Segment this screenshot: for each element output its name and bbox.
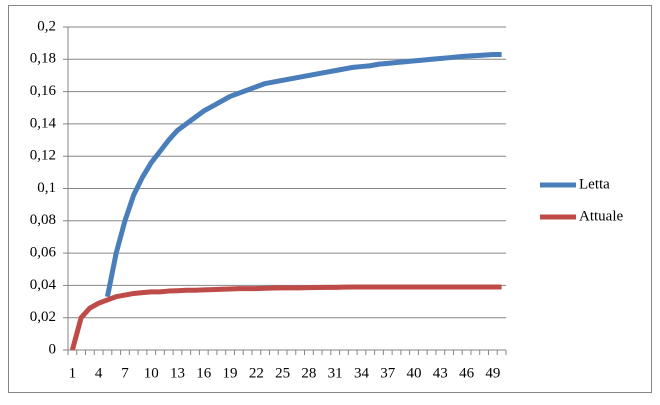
y-tick-label: 0,1 [37, 180, 56, 196]
x-tick-label: 43 [433, 365, 448, 381]
chart-border [8, 5, 652, 393]
y-tick-label: 0,14 [30, 115, 57, 131]
x-tick-label: 13 [170, 365, 185, 381]
y-tick-label: 0,18 [30, 51, 56, 67]
line-series [104, 51, 502, 298]
x-tick-label: 1 [69, 365, 77, 381]
x-tick-label: 40 [407, 365, 422, 381]
x-tick-label: 4 [95, 365, 103, 381]
x-tick-label: 7 [121, 365, 129, 381]
x-tick-label: 28 [301, 365, 316, 381]
x-tick-label: 10 [144, 365, 159, 381]
line-series [69, 284, 502, 351]
x-tick-label: 37 [380, 365, 396, 381]
y-tick-label: 0,2 [37, 18, 56, 34]
y-tick-label: 0,06 [30, 245, 57, 261]
y-tick-label: 0,16 [30, 83, 57, 99]
legend-label: Attuale [579, 208, 623, 224]
y-tick-label: 0,12 [30, 148, 56, 164]
y-tick-label: 0,02 [30, 309, 56, 325]
y-tick-label: 0,04 [30, 277, 57, 293]
x-tick-label: 25 [275, 365, 290, 381]
x-tick-label: 16 [196, 365, 212, 381]
x-tick-label: 49 [485, 365, 500, 381]
x-tick-label: 31 [328, 365, 343, 381]
x-tick-label: 34 [354, 365, 370, 381]
y-tick-label: 0,08 [30, 212, 56, 228]
x-tick-label: 46 [459, 365, 475, 381]
y-tick-label: 0 [49, 341, 57, 357]
legend-label: Letta [579, 176, 610, 192]
x-tick-label: 19 [223, 365, 238, 381]
x-tick-label: 22 [249, 365, 264, 381]
